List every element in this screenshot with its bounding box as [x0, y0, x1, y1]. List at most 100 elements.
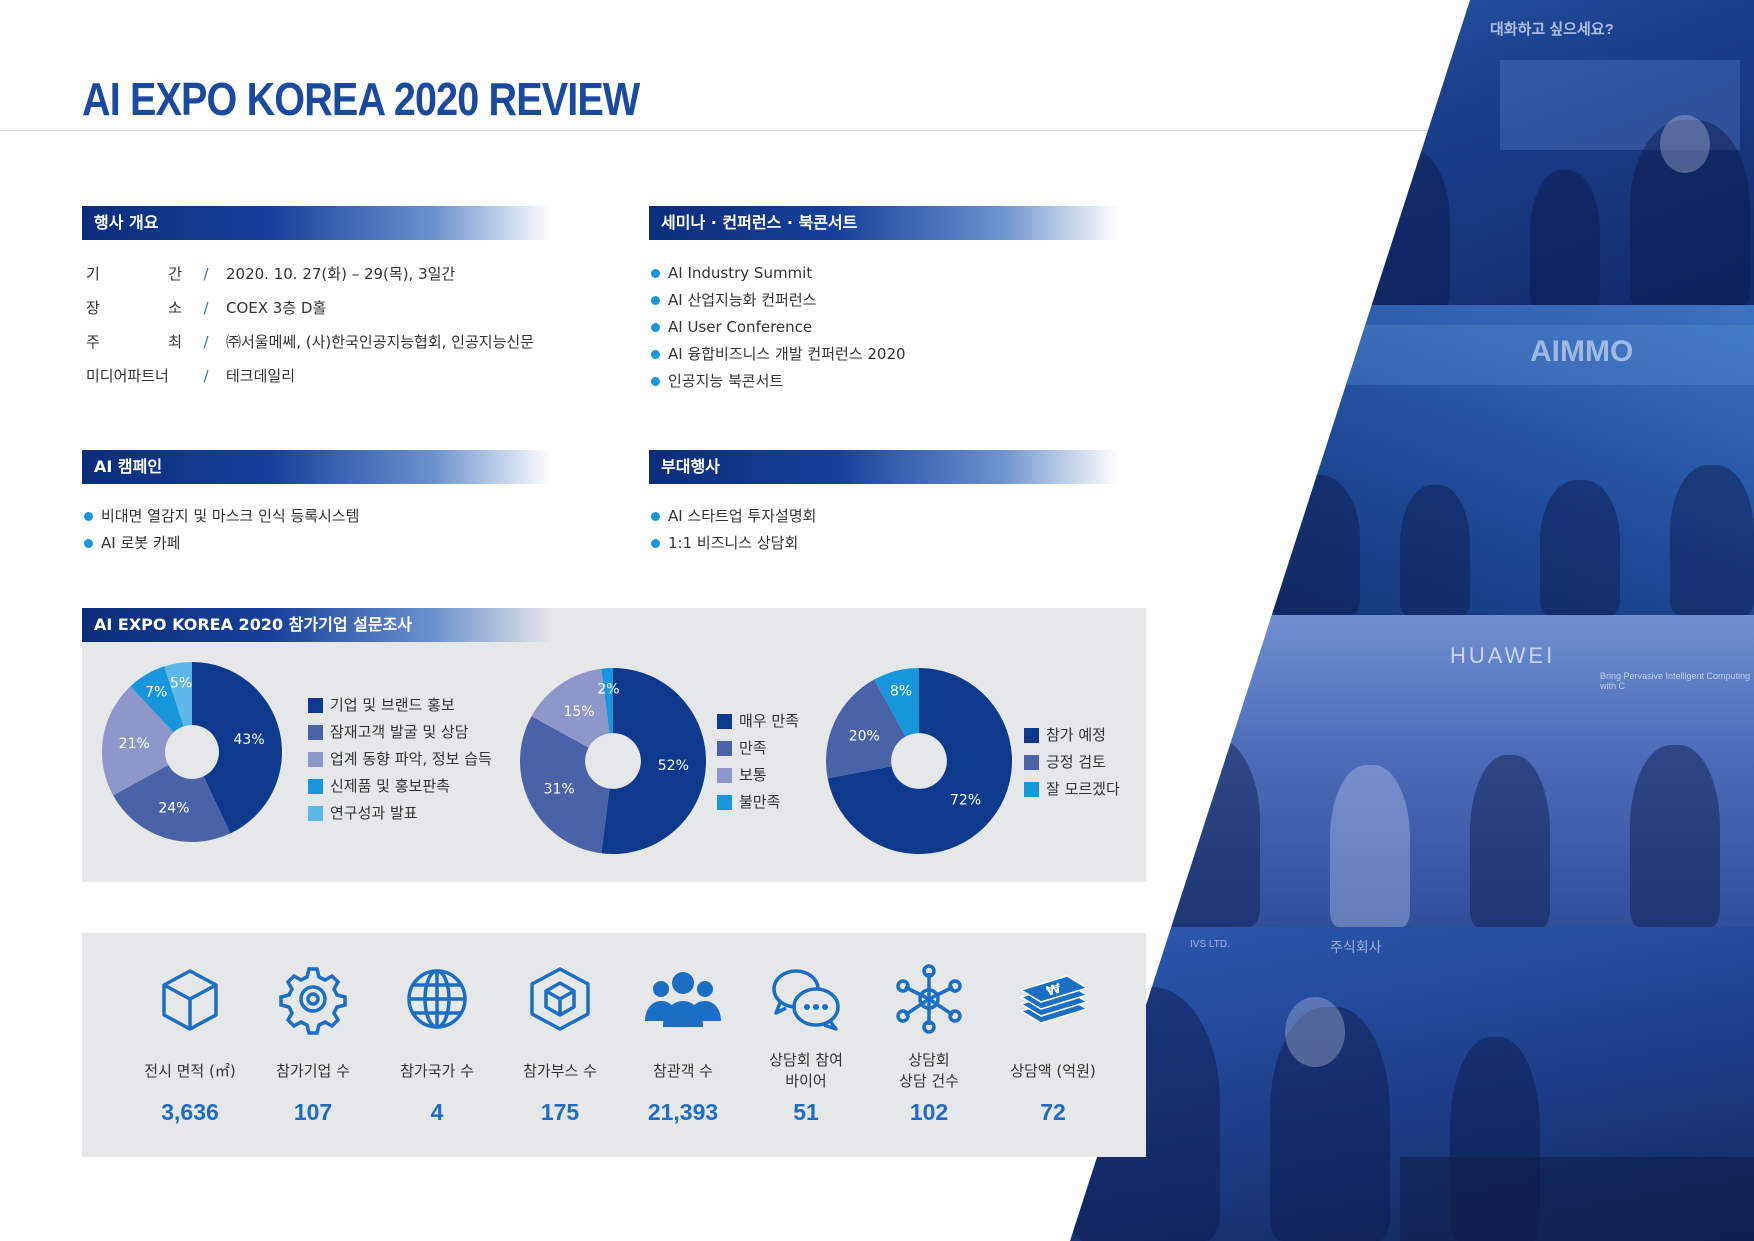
legend-label: 연구성과 발표 [330, 804, 418, 822]
stats-panel: 전시 면적 (㎡) 3,636 참가기업 수 107 참가국가 수 4 [82, 933, 1146, 1157]
legend-swatch [1024, 755, 1039, 770]
legend-item: 기업 및 브랜드 홍보 [308, 692, 492, 719]
title-divider [0, 130, 1470, 131]
donut-data-label: 2% [597, 682, 619, 698]
stat-value: 21,393 [647, 1099, 719, 1125]
legend-label: 잘 모르겠다 [1046, 780, 1120, 798]
side-events-list: AI 스타트업 투자설명회 1:1 비즈니스 상담회 [651, 503, 816, 557]
bullet-icon [651, 539, 660, 548]
legend-swatch [1024, 782, 1039, 797]
bullet-icon [84, 539, 93, 548]
list-item: 1:1 비즈니스 상담회 [651, 530, 816, 557]
legend-purpose: 기업 및 브랜드 홍보 잠재고객 발굴 및 상담 업계 동향 파악, 정보 습득 신제… [308, 692, 492, 827]
legend-label: 기업 및 브랜드 홍보 [330, 696, 455, 714]
photo-huawei-booth: HUAWEI Bring Pervasive Intelligent Compu… [1070, 615, 1754, 927]
legend-label: 신제품 및 홍보판촉 [330, 777, 450, 795]
donut-data-label: 72% [950, 793, 981, 809]
photo-aimmo-booth: AIMMO 인공지능 [1070, 305, 1754, 615]
legend-swatch [308, 806, 323, 821]
legend-label: 긍정 검토 [1046, 753, 1106, 771]
photo1-sign-text: 대화하고 싶으세요? [1490, 21, 1614, 38]
list-item: AI 산업지능화 컨퍼런스 [651, 287, 906, 314]
legend-item: 매우 만족 [717, 708, 799, 735]
donut-slice [826, 679, 906, 779]
cube-icon [162, 969, 218, 1031]
stat-label: 참가기업 수 [276, 1061, 350, 1080]
stat-value: 4 [430, 1099, 444, 1125]
photo2-sign-text: AIMMO [1530, 335, 1634, 368]
stat-value: 107 [293, 1099, 333, 1125]
stat-label: 참가부스 수 [523, 1061, 597, 1080]
stat-label: 상담회 참여 바이어 [769, 1051, 843, 1090]
slash-separator: / [203, 333, 209, 351]
legend-swatch [308, 752, 323, 767]
survey-heading: AI EXPO KOREA 2020 참가기업 설문조사 [82, 608, 552, 642]
slash-separator: / [203, 299, 209, 317]
donut-data-label: 21% [119, 736, 150, 752]
stat-value: 51 [793, 1099, 819, 1125]
seminar-heading: 세미나 · 컨퍼런스 · 북콘서트 [649, 206, 1119, 240]
donut-data-label: 15% [563, 704, 594, 720]
list-item: AI Industry Summit [651, 260, 906, 287]
booth-cube-icon [530, 967, 590, 1031]
photo-booth-visitors: 주식회사 IVS LTD. [1070, 927, 1754, 1241]
donut-slice [113, 765, 231, 842]
legend-swatch [717, 714, 732, 729]
donut-slice [601, 668, 613, 734]
list-item: AI 스타트업 투자설명회 [651, 503, 816, 530]
legend-swatch [308, 725, 323, 740]
stat-label: 전시 면적 (㎡) [144, 1061, 236, 1080]
donut-chart-purpose: 43% 24% 21% 7%5% [102, 662, 282, 842]
photo2-booth-text: 인공지능 [1225, 439, 1292, 459]
legend-swatch [308, 698, 323, 713]
legend-swatch [717, 741, 732, 756]
campaign-list: 비대면 열감지 및 마스크 인식 등록시스템 AI 로봇 카페 [84, 503, 359, 557]
photo4-sign-text: 주식회사 [1330, 939, 1382, 955]
side-events-heading: 부대행사 [649, 450, 1119, 484]
slash-separator: / [203, 367, 209, 385]
slash-separator: / [203, 265, 209, 283]
photo-booth-crowd: 대화하고 싶으세요? [1070, 0, 1754, 305]
donut-chart-participation: 72% 20% 8% [826, 668, 1012, 854]
overview-label: 미디어파트너 [86, 367, 169, 385]
page-title: AI EXPO KOREA 2020 REVIEW [82, 73, 640, 125]
stat-value: 175 [540, 1099, 580, 1125]
overview-heading: 행사 개요 [82, 206, 552, 240]
stat-label: 상담액 (억원) [1010, 1061, 1096, 1080]
donut-slice [102, 686, 174, 796]
overview-value: COEX 3층 D홀 [226, 299, 327, 317]
donut-slice [601, 668, 706, 854]
overview-value: 2020. 10. 27(화) – 29(목), 3일간 [226, 265, 456, 283]
donut-data-label: 24% [158, 801, 189, 817]
donut-slice [164, 662, 192, 727]
legend-item: 만족 [717, 735, 799, 762]
money-stack-icon: ₩ [1019, 975, 1089, 1024]
donut-slice [874, 668, 919, 737]
legend-label: 매우 만족 [739, 712, 799, 730]
overview-value: ㈜서울메쎄, (사)한국인공지능협회, 인공지능신문 [226, 333, 534, 351]
bullet-icon [651, 377, 660, 386]
event-photo-collage: 대화하고 싶으세요? AIMMO 인공지능 HUAWEI Bring Perva… [1070, 0, 1754, 1241]
legend-satisfaction: 매우 만족 만족 보통 불만족 [717, 708, 799, 816]
legend-swatch [717, 795, 732, 810]
legend-label: 참가 예정 [1046, 726, 1106, 744]
legend-swatch [717, 768, 732, 783]
legend-item: 잠재고객 발굴 및 상담 [308, 719, 492, 746]
bullet-icon [651, 350, 660, 359]
overview-row-media-partner: 미디어파트너 / 테크데일리 [82, 359, 534, 393]
bullet-icon [651, 269, 660, 278]
donut-slice [531, 668, 610, 748]
list-item: AI 융합비즈니스 개발 컨퍼런스 2020 [651, 341, 906, 368]
photo3-sign-text: HUAWEI [1450, 643, 1556, 668]
gear-icon [279, 967, 347, 1035]
donut-data-label: 52% [658, 758, 689, 774]
overview-value: 테크데일리 [226, 367, 296, 385]
donut-data-label: 31% [544, 781, 575, 797]
bullet-icon [651, 296, 660, 305]
